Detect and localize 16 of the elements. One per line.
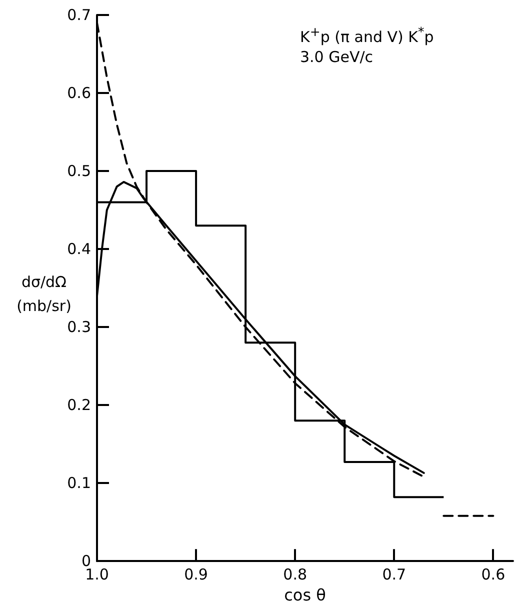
text: 3.0 GeV/c <box>300 47 374 67</box>
y-tick-label: 0.5 <box>67 162 91 180</box>
x-tick-label: 1.0 <box>85 566 109 584</box>
y-tick-label: 0.7 <box>67 6 91 24</box>
x-tick-label: 0.8 <box>283 566 308 584</box>
y-tick-label: 0.2 <box>67 396 91 414</box>
y-tick-label: 0.4 <box>67 240 91 258</box>
y-axis-title: dσ/dΩ (mb/sr) <box>16 272 72 317</box>
y-tick-label: 0.6 <box>67 84 91 102</box>
x-tick-label: 0.6 <box>481 566 506 584</box>
x-tick-label: 0.9 <box>184 566 208 584</box>
y-tick-label: 0.1 <box>67 474 91 492</box>
x-axis-title: cos θ <box>284 586 326 604</box>
text: K$^{+}$p (π and V) K$^{*}$p <box>300 23 434 47</box>
x-tick-label: 0.7 <box>382 566 406 584</box>
y-tick-label: 0.3 <box>67 318 91 336</box>
